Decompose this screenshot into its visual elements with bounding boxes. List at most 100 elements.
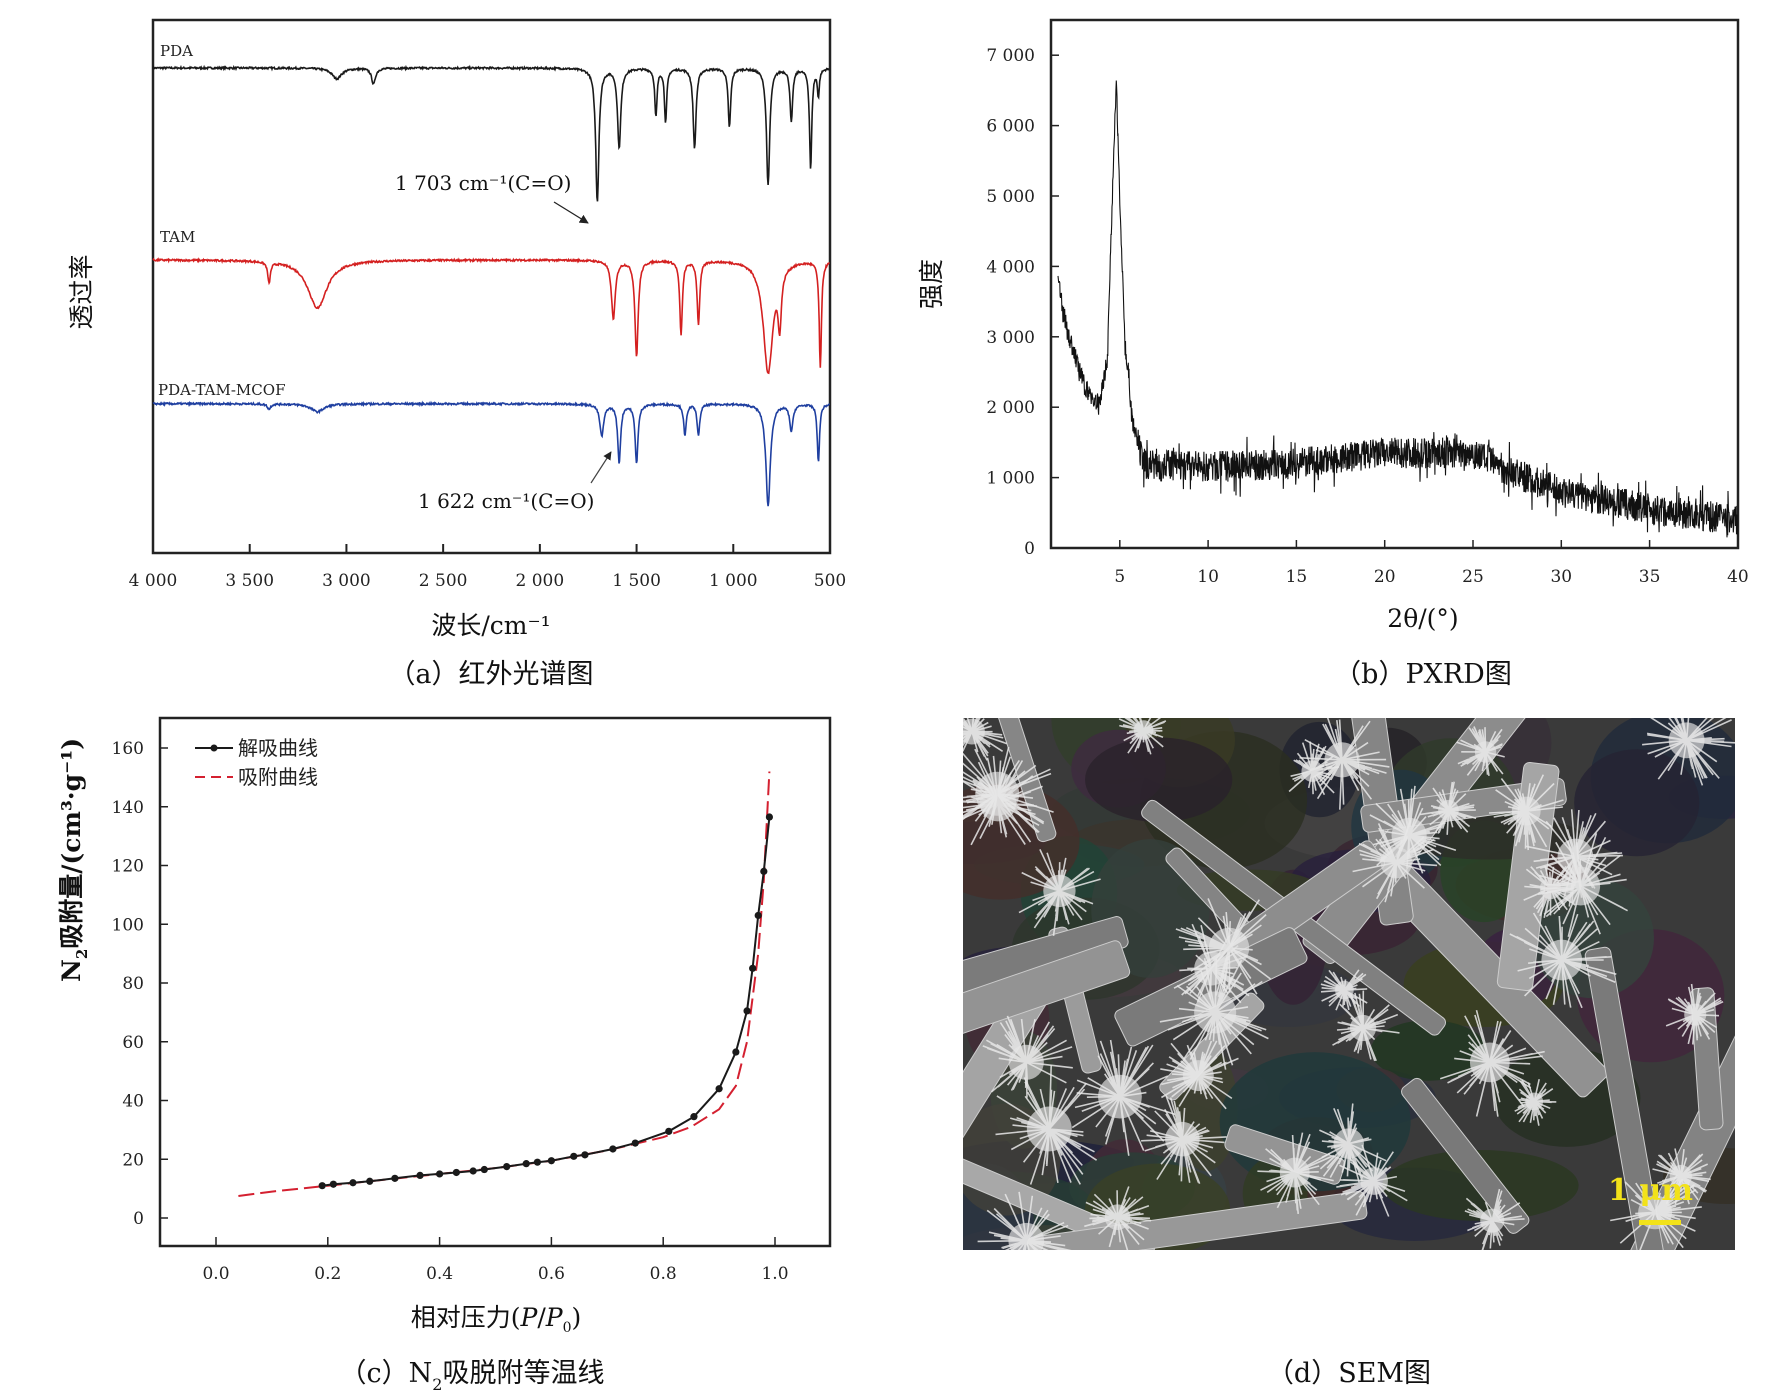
sem-needle-cluster [963, 718, 1008, 761]
x-tick-label: 2 000 [516, 571, 565, 591]
sem-needle-cluster [1071, 1039, 1176, 1156]
sem-shadow [1574, 749, 1700, 857]
desorption-point [469, 1167, 477, 1175]
legend-marker [210, 744, 218, 752]
y-axis-title: 透过率 [67, 254, 96, 329]
y-tick-label: 140 [112, 798, 144, 818]
desorption-point [522, 1160, 530, 1168]
series-line-pda [152, 64, 831, 202]
y-tick-label: 4 000 [986, 257, 1035, 277]
x-tick-label: 0.2 [314, 1264, 341, 1284]
y-axis-title: N2吸附量/(cm³·g⁻¹) [57, 738, 91, 982]
annotation-arrow [553, 201, 589, 224]
sem-needle-cluster [1464, 1188, 1525, 1250]
y-tick-label: 80 [122, 974, 144, 994]
x-tick-label: 2 500 [419, 571, 468, 591]
sem-needle-cluster [1439, 1010, 1545, 1117]
y-tick-label: 100 [112, 915, 144, 935]
series-line-tam [152, 257, 830, 375]
y-tick-label: 2 000 [986, 398, 1035, 418]
desorption-point [480, 1165, 488, 1174]
x-tick-label: 5 [1114, 567, 1125, 587]
sem-needle-cluster [1084, 1186, 1152, 1250]
desorption-point [665, 1127, 673, 1135]
sem-needle-cluster [1642, 718, 1735, 786]
sem-rod [1224, 1124, 1346, 1185]
desorption-point [349, 1179, 357, 1187]
x-tick-label: 35 [1639, 567, 1661, 587]
y-tick-label: 5 000 [986, 187, 1035, 207]
desorption-point [533, 1158, 542, 1166]
x-tick-label: 25 [1462, 567, 1484, 587]
panel-caption: （d）SEM图 [1267, 1358, 1431, 1389]
y-tick-label: 120 [112, 857, 144, 877]
sem-needle-cluster [1018, 849, 1101, 937]
series-line-pda-tam-mcof [152, 400, 831, 507]
n2-isotherm-panel: 0.0 0.2 0.4 0.6 0.8 1.0020406080100120140160 … [57, 716, 832, 1394]
sem-needle-cluster [963, 746, 1054, 846]
scale-bar [1639, 1220, 1681, 1225]
x-tick-label: 1.0 [761, 1264, 788, 1284]
annotation-1703: 1 703 cm⁻¹(C=O) [395, 171, 571, 195]
sem-needle-cluster [1509, 912, 1617, 1009]
scale-bar-label: 1 μm [1608, 1173, 1693, 1208]
sem-needle-cluster [995, 1065, 1098, 1185]
sem-rod [977, 718, 1057, 843]
panel-caption: （b）PXRD图 [1334, 659, 1512, 690]
y-axis-title: 强度 [917, 259, 946, 309]
desorption-point [329, 1180, 337, 1188]
sem-rod [1401, 1077, 1530, 1234]
desorption-curve [322, 816, 771, 1187]
y-tick-label: 60 [122, 1033, 144, 1053]
desorption-point [452, 1168, 460, 1177]
desorption-point [760, 867, 768, 875]
series-line-pxrd [1057, 80, 1739, 538]
desorption-point [570, 1152, 578, 1160]
desorption-point [715, 1085, 723, 1093]
sem-panel: 1 μm （d）SEM图 [963, 718, 1735, 1389]
sem-needle-cluster [1159, 958, 1269, 1070]
y-tick-label: 1 000 [986, 469, 1035, 489]
x-tick-label: 0.8 [650, 1264, 677, 1284]
sem-needle-cluster [1320, 969, 1368, 1011]
x-tick-label: 30 [1550, 567, 1572, 587]
x-tick-label: 1 500 [612, 571, 661, 591]
sem-needle-cluster [1488, 774, 1564, 851]
sem-image [963, 718, 1735, 1250]
adsorption-curve [238, 771, 771, 1197]
desorption-point [547, 1157, 556, 1165]
sem-needle-cluster [1288, 741, 1340, 796]
sem-needle-cluster [1332, 990, 1400, 1062]
x-axis-title: 波长/cm⁻¹ [431, 611, 550, 640]
y-tick-label: 6 000 [986, 117, 1035, 137]
series-label-mcof: PDA-TAM-MCOF [158, 381, 285, 399]
annotation-arrow [590, 451, 612, 484]
y-tick-label: 0 [133, 1209, 144, 1229]
y-tick-label: 40 [122, 1092, 144, 1112]
sem-needle-cluster [1175, 898, 1271, 998]
plot-frame [158, 716, 832, 1248]
desorption-point [749, 964, 757, 972]
x-tick-label: 40 [1727, 567, 1749, 587]
desorption-point [436, 1170, 444, 1178]
x-tick-label: 15 [1286, 567, 1308, 587]
y-tick-label: 0 [1024, 539, 1035, 559]
sem-needle-cluster [1257, 1132, 1335, 1214]
desorption-point [318, 1182, 326, 1190]
sem-needle-cluster [1419, 781, 1477, 835]
sem-needle-cluster [1336, 1144, 1408, 1217]
desorption-point [743, 1007, 751, 1015]
legend-label-desorption: 解吸曲线 [238, 736, 318, 760]
x-tick-label: 0.0 [202, 1264, 229, 1284]
sem-needle-cluster [1118, 718, 1167, 755]
desorption-point [754, 911, 762, 920]
desorption-point [690, 1113, 698, 1121]
x-tick-label: 1 000 [709, 571, 758, 591]
x-tick-label: 20 [1374, 567, 1396, 587]
series-label-pda: PDA [160, 42, 193, 60]
sem-needle-cluster [1352, 819, 1438, 903]
y-tick-label: 20 [122, 1150, 144, 1170]
legend: 解吸曲线 吸附曲线 [195, 736, 318, 789]
desorption-point [416, 1171, 424, 1180]
desorption-point [765, 813, 774, 821]
